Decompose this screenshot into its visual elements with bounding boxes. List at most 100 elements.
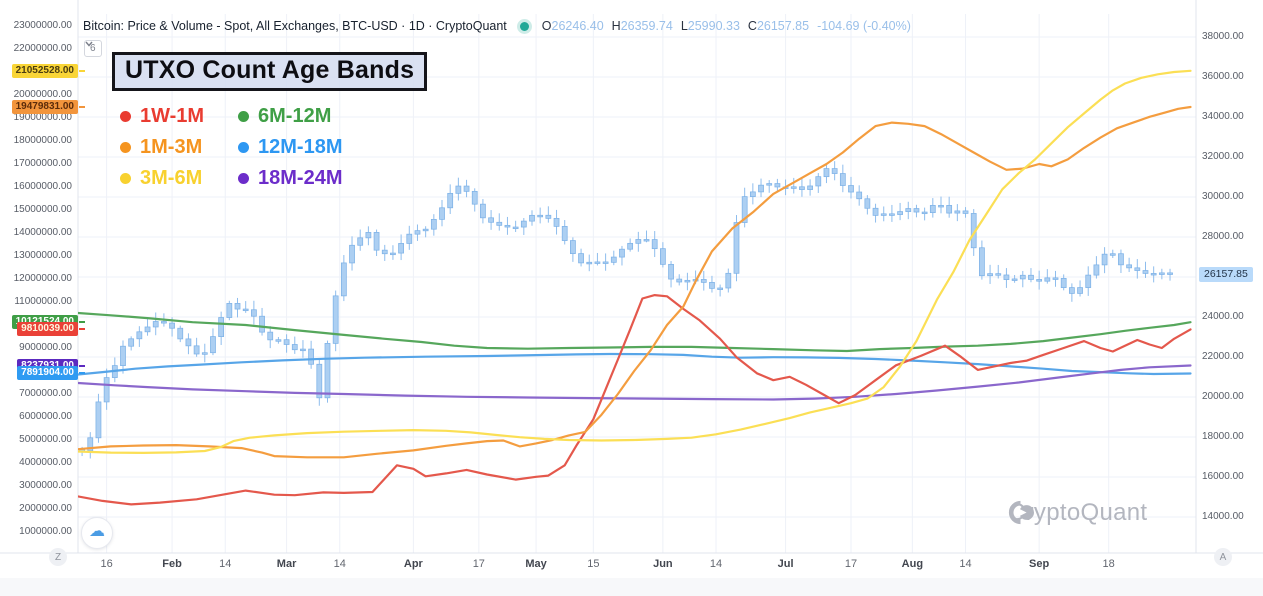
band-line-18M-24M: [78, 364, 1192, 401]
badge-tick-dash: [79, 321, 85, 324]
time-axis-tick: Jul: [777, 558, 794, 570]
chevron-down-icon: [85, 41, 93, 47]
left-axis-tick: 23000000.00: [13, 20, 72, 31]
time-axis-tick: 14: [709, 558, 723, 570]
cryptoquant-logo-icon: [1008, 500, 1034, 525]
time-axis-tick: Apr: [403, 558, 423, 570]
left-axis-tick: 11000000.00: [14, 296, 72, 307]
right-axis-tick: 16000.00: [1202, 471, 1244, 482]
left-axis-tick: 2000000.00: [19, 503, 72, 514]
left-axis-tick: 13000000.00: [13, 250, 72, 261]
left-axis-tick: 14000000.00: [13, 227, 72, 238]
badge-tick-dash: [79, 364, 85, 367]
legend-dot-icon: [120, 142, 131, 153]
legend-items: 1W-1M 6M-12M 1M-3M 12M-18M 3M-6M 18M-24M: [120, 101, 427, 194]
ohlc-close-value: 26157.85: [756, 19, 810, 33]
time-axis-tick: Feb: [162, 558, 182, 570]
time-axis-tick: 14: [219, 558, 232, 570]
legend-item-label: 1M-3M: [140, 136, 203, 158]
legend-item-label: 3M-6M: [140, 167, 203, 189]
left-axis-tick: 3000000.00: [19, 480, 72, 491]
chart-title: Bitcoin: Price & Volume - Spot, All Exch…: [83, 19, 507, 33]
right-axis-tick: 14000.00: [1202, 511, 1244, 522]
ohlc-open-label: O: [541, 19, 552, 33]
right-axis-tick: 32000.00: [1202, 151, 1244, 162]
time-axis-tick: Sep: [1029, 558, 1050, 570]
time-axis-tick: Mar: [276, 558, 297, 570]
legend-item-label: 18M-24M: [258, 167, 343, 189]
legend-dot-icon: [238, 173, 249, 184]
right-axis-tick: 20000.00: [1202, 391, 1244, 402]
time-axis-tick: 15: [587, 558, 600, 570]
legend-item-label: 12M-18M: [258, 136, 343, 158]
utxo-value-badge: 19479831.00: [11, 99, 78, 114]
ohlc-high-label: H: [611, 19, 621, 33]
left-axis-tick: 6000000.00: [19, 411, 72, 422]
status-dot-icon: [519, 21, 529, 31]
ohlc-open-value: 26246.40: [551, 19, 604, 33]
right-axis-tick: 30000.00: [1202, 191, 1244, 202]
time-axis-tick: Jun: [653, 558, 673, 570]
auto-scale-a-button[interactable]: A: [1214, 548, 1232, 566]
left-axis-tick: 19000000.00: [13, 112, 72, 123]
legend-title: UTXO Count Age Bands: [112, 52, 428, 91]
left-axis-tick: 7000000.00: [19, 388, 72, 399]
cryptoquant-watermark: CryptoQuant: [1008, 499, 1147, 527]
left-axis-tick: 18000000.00: [13, 135, 72, 146]
legend-dot-icon: [238, 142, 249, 153]
ohlc-close-label: C: [747, 19, 757, 33]
right-axis-tick: 38000.00: [1202, 31, 1244, 42]
legend-item: 1W-1M: [120, 101, 238, 132]
candlestick-series: [79, 161, 1173, 459]
badge-tick-dash: [79, 372, 85, 375]
ohlc-readout: O26246.40 H26359.74 L25990.33 C26157.85 …: [542, 19, 911, 33]
right-axis-tick: 34000.00: [1202, 111, 1244, 122]
legend-item-label: 1W-1M: [140, 105, 205, 127]
ohlc-high-value: 26359.74: [620, 19, 673, 33]
legend-dot-icon: [238, 111, 249, 122]
left-axis-tick: 9000000.00: [19, 342, 72, 353]
last-price-badge: 26157.85: [1199, 266, 1253, 282]
left-axis-tick: 20000000.00: [13, 89, 72, 100]
band-line-3M-6M: [78, 69, 1192, 454]
time-axis-tick: 17: [472, 558, 485, 570]
left-axis-tick: 1000000.00: [19, 526, 72, 537]
timezone-z-button[interactable]: Z: [49, 548, 67, 566]
time-axis-tick: 16: [100, 558, 113, 570]
legend-item: 1M-3M: [120, 132, 238, 163]
left-axis-tick: 16000000.00: [13, 181, 72, 192]
legend-annotation: UTXO Count Age Bands 1W-1M 6M-12M 1M-3M 12M…: [112, 52, 428, 194]
utxo-value-badge: 9810039.00: [17, 322, 78, 337]
gridlines: [78, 14, 1196, 553]
ohlc-low-value: 25990.33: [687, 19, 740, 33]
right-axis-tick: 28000.00: [1202, 231, 1244, 242]
time-axis-tick: 18: [1102, 558, 1115, 570]
left-axis-tick: 22000000.00: [13, 43, 72, 54]
legend-dot-icon: [120, 111, 131, 122]
cloud-sync-button[interactable]: ☁: [81, 517, 113, 549]
badge-tick-dash: [79, 69, 85, 72]
time-axis-tick: Aug: [901, 558, 924, 570]
legend-item: 3M-6M: [120, 163, 238, 194]
ohlc-low-label: L: [680, 19, 688, 33]
band-line-12M-18M: [78, 352, 1192, 376]
utxo-value-badge: 7891904.00: [17, 366, 78, 381]
indicator-count: 6: [90, 43, 96, 54]
cloud-icon: ☁: [89, 523, 105, 540]
auto-scale-a-label: A: [1219, 551, 1227, 563]
left-axis-tick: 4000000.00: [19, 457, 72, 468]
right-axis-tick: 18000.00: [1202, 431, 1244, 442]
time-axis-tick: 17: [844, 558, 858, 570]
right-axis-tick: 36000.00: [1202, 71, 1244, 82]
indicator-collapse-chip[interactable]: 6: [84, 40, 102, 57]
legend-item: 12M-18M: [238, 132, 427, 163]
badge-tick-dash: [79, 105, 85, 108]
band-line-1W-1M: [78, 294, 1192, 506]
utxo-band-lines: [78, 69, 1192, 506]
legend-item: 6M-12M: [238, 101, 427, 132]
left-axis-tick: 17000000.00: [13, 158, 72, 169]
band-line-6M-12M: [78, 311, 1192, 353]
utxo-value-badge: 21052528.00: [11, 63, 78, 78]
